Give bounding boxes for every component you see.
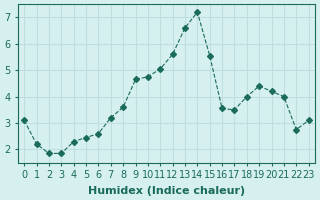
X-axis label: Humidex (Indice chaleur): Humidex (Indice chaleur) <box>88 186 245 196</box>
